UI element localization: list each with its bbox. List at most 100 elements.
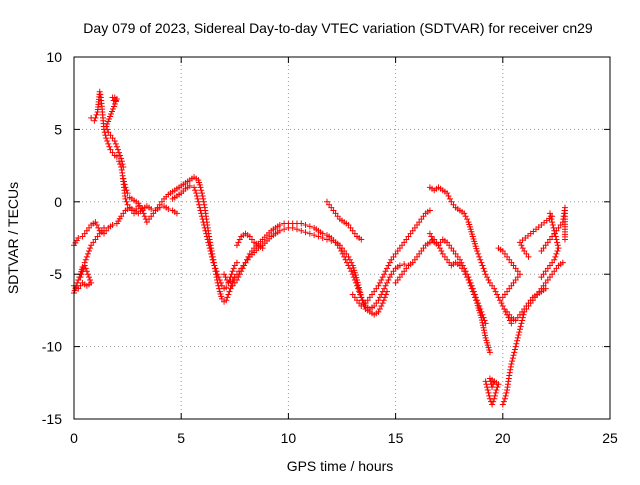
data-point (236, 271, 243, 278)
data-point (484, 274, 491, 281)
data-point (519, 245, 526, 252)
data-point (382, 282, 389, 289)
data-point (550, 224, 557, 231)
data-point (461, 265, 468, 272)
data-point (103, 123, 110, 130)
data-point (426, 207, 433, 214)
data-point (338, 248, 345, 255)
data-point (495, 245, 502, 252)
data-point (95, 224, 102, 231)
data-point (478, 308, 485, 315)
data-point (479, 311, 486, 318)
data-point (486, 392, 493, 399)
data-point (173, 210, 180, 217)
data-point (499, 303, 506, 310)
data-point (104, 126, 111, 133)
data-point (276, 221, 283, 228)
data-point (499, 401, 506, 408)
data-point (477, 305, 484, 312)
data-point (92, 219, 99, 226)
data-point (551, 256, 558, 263)
data-point (494, 384, 501, 391)
data-point (119, 161, 126, 168)
data-point (379, 300, 386, 307)
data-point (554, 242, 561, 249)
data-point (105, 118, 112, 125)
data-point (208, 253, 215, 260)
data-point (306, 230, 313, 237)
series-arc-18 (495, 245, 523, 301)
y-tick-label: 10 (46, 49, 62, 65)
data-point (549, 219, 556, 226)
data-point (86, 248, 93, 255)
data-point (486, 349, 493, 356)
data-point (476, 303, 483, 310)
data-point (375, 308, 382, 315)
data-point (202, 227, 209, 234)
data-point (122, 184, 129, 191)
data-point (492, 288, 499, 295)
data-point (233, 242, 240, 249)
data-point (238, 268, 245, 275)
data-point (198, 213, 205, 220)
data-point (516, 326, 523, 333)
data-point (468, 282, 475, 289)
data-point (379, 274, 386, 281)
data-point (476, 253, 483, 260)
data-point (375, 282, 382, 289)
data-point (480, 314, 487, 321)
data-point (114, 146, 121, 153)
data-point (233, 259, 240, 266)
data-point (201, 224, 208, 231)
data-point (222, 274, 229, 281)
data-point (428, 233, 435, 240)
series-arc-11 (233, 230, 266, 252)
data-point (229, 268, 236, 275)
data-point (511, 349, 518, 356)
data-point (120, 175, 127, 182)
data-point (111, 137, 118, 144)
data-point (506, 372, 513, 379)
data-point (358, 236, 365, 243)
data-point (436, 245, 443, 252)
data-point (104, 121, 111, 128)
data-point (228, 271, 235, 278)
data-point (554, 239, 561, 246)
x-axis-label: GPS time / hours (287, 458, 394, 474)
data-point (215, 274, 222, 281)
data-point (209, 256, 216, 263)
data-point (113, 95, 120, 102)
data-point (199, 216, 206, 223)
data-point (91, 117, 98, 124)
data-point (474, 248, 481, 255)
data-point (551, 230, 558, 237)
data-point (198, 187, 205, 194)
data-point (245, 253, 252, 260)
data-point (197, 184, 204, 191)
data-point (386, 259, 393, 266)
data-point (467, 279, 474, 286)
data-point (396, 262, 403, 269)
data-point (357, 291, 364, 298)
data-point (212, 265, 219, 272)
data-point (512, 343, 519, 350)
data-point (446, 195, 453, 202)
data-point (77, 274, 84, 281)
data-point (503, 389, 510, 396)
data-point (375, 297, 382, 304)
data-point (200, 219, 207, 226)
data-point (490, 381, 497, 388)
data-point (121, 181, 128, 188)
data-point (311, 232, 318, 239)
data-point (112, 140, 119, 147)
x-tick-label: 10 (281, 430, 297, 446)
data-point (381, 285, 388, 292)
data-point (242, 259, 249, 266)
data-point (478, 259, 485, 266)
data-point (201, 201, 208, 208)
data-points (71, 88, 568, 408)
data-point (193, 190, 200, 197)
data-point (106, 116, 113, 123)
data-point (385, 276, 392, 283)
data-point (302, 229, 309, 236)
